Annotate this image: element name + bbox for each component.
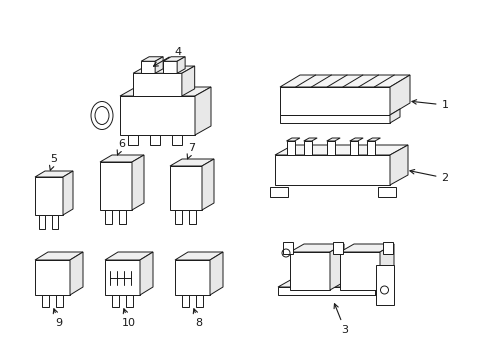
Polygon shape [280,75,409,87]
Bar [280,115,389,123]
Bar [39,215,45,229]
Polygon shape [100,155,143,162]
Polygon shape [375,278,391,295]
Text: 4: 4 [153,47,181,66]
Bar [332,242,342,254]
Polygon shape [379,244,393,290]
Bar [326,141,334,155]
Polygon shape [274,155,389,185]
Polygon shape [133,66,194,73]
Polygon shape [195,87,210,135]
Bar [283,242,292,254]
Polygon shape [133,73,182,96]
Polygon shape [170,159,214,166]
Polygon shape [170,166,202,210]
Polygon shape [35,252,83,260]
Polygon shape [163,61,177,73]
Polygon shape [326,138,340,141]
Bar [104,210,112,224]
Polygon shape [182,66,194,96]
Polygon shape [339,244,393,252]
Polygon shape [389,145,407,185]
Bar [182,295,189,307]
Text: 1: 1 [411,100,447,110]
Text: 6: 6 [117,139,125,155]
Text: 5: 5 [49,154,58,170]
Polygon shape [175,260,209,295]
Polygon shape [289,252,329,290]
Polygon shape [278,287,375,295]
Polygon shape [286,138,299,141]
Bar [126,295,133,307]
Polygon shape [63,171,73,215]
Polygon shape [278,278,391,287]
Bar [42,295,49,307]
Polygon shape [163,57,185,61]
Text: 9: 9 [53,309,62,328]
Polygon shape [155,57,163,73]
Text: 2: 2 [409,170,447,183]
Polygon shape [132,155,143,210]
Bar [375,265,393,305]
Polygon shape [35,171,73,177]
Bar [174,210,182,224]
Bar [119,210,126,224]
Polygon shape [389,75,409,115]
Bar [303,141,311,155]
Bar [196,295,203,307]
Text: 3: 3 [333,304,348,335]
Ellipse shape [95,107,109,125]
Polygon shape [100,162,132,210]
Polygon shape [339,252,379,290]
Polygon shape [289,244,343,252]
Polygon shape [105,260,140,295]
Bar [286,141,294,155]
Polygon shape [105,252,153,260]
Polygon shape [35,177,63,215]
Bar [366,141,374,155]
Bar [349,141,357,155]
Polygon shape [329,244,343,290]
Text: 10: 10 [122,309,136,328]
Bar [269,187,287,197]
Bar [189,210,196,224]
Polygon shape [140,252,153,295]
Polygon shape [366,138,380,141]
Bar [150,135,160,145]
Text: 7: 7 [187,143,195,159]
Bar [112,295,119,307]
Polygon shape [120,96,195,135]
Polygon shape [389,109,399,123]
Polygon shape [70,252,83,295]
Polygon shape [141,61,155,73]
Polygon shape [274,145,407,155]
Polygon shape [177,57,185,73]
Bar [128,135,138,145]
Polygon shape [35,260,70,295]
Polygon shape [120,87,210,96]
Ellipse shape [91,102,113,130]
Polygon shape [280,87,389,115]
Polygon shape [175,252,223,260]
Polygon shape [349,138,363,141]
Polygon shape [209,252,223,295]
Bar [56,295,63,307]
Text: 8: 8 [193,309,202,328]
Polygon shape [141,57,163,61]
Bar [377,187,395,197]
Bar [52,215,58,229]
Bar [172,135,182,145]
Polygon shape [202,159,214,210]
Bar [382,242,392,254]
Polygon shape [303,138,317,141]
